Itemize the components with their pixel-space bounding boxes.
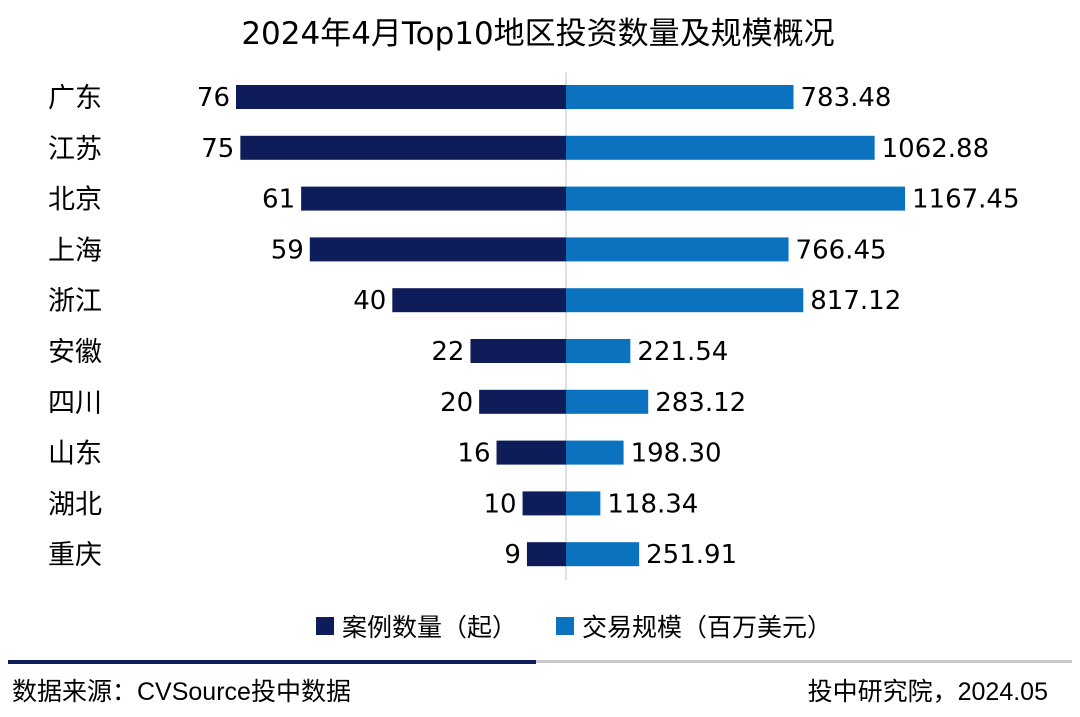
data-label-case-count: 9	[504, 540, 521, 570]
bar-case-count	[470, 339, 566, 363]
bar-case-count	[301, 186, 566, 211]
bar-case-count	[526, 542, 566, 567]
bar-deal-size	[566, 85, 794, 109]
data-label-case-count: 20	[440, 388, 473, 418]
data-label-case-count: 59	[271, 235, 304, 265]
data-label-deal-size: 221.54	[637, 337, 728, 367]
data-label-deal-size: 1167.45	[912, 185, 1020, 215]
data-label-case-count: 10	[483, 489, 516, 519]
bar-case-count	[496, 440, 566, 465]
legend-swatch-count	[316, 617, 334, 635]
category-label: 浙江	[48, 286, 102, 317]
category-label: 重庆	[48, 540, 102, 571]
bar-case-count	[392, 288, 566, 313]
bar-deal-size	[566, 389, 649, 414]
bar-deal-size	[566, 186, 905, 211]
category-label: 广东	[48, 83, 102, 114]
data-label-deal-size: 251.91	[646, 540, 737, 570]
footer-rule-dark	[8, 660, 536, 664]
bar-deal-size	[566, 542, 640, 567]
bar-deal-size	[566, 135, 875, 160]
bar-deal-size	[566, 339, 631, 363]
bar-case-count	[309, 237, 566, 262]
data-label-deal-size: 118.34	[607, 489, 698, 519]
data-label-deal-size: 817.12	[810, 286, 901, 316]
bar-deal-size	[566, 288, 804, 313]
legend-label-amount: 交易规模（百万美元）	[582, 613, 832, 642]
category-label: 山东	[48, 439, 102, 470]
category-label: 上海	[48, 235, 102, 266]
data-label-deal-size: 198.30	[631, 439, 722, 469]
data-label-case-count: 75	[201, 134, 234, 164]
data-label-case-count: 22	[431, 337, 464, 367]
legend-label-count: 案例数量（起）	[342, 613, 517, 642]
data-label-case-count: 76	[197, 83, 230, 113]
legend: 案例数量（起） 交易规模（百万美元）	[316, 613, 832, 642]
data-label-case-count: 40	[353, 286, 386, 316]
category-label: 江苏	[48, 134, 102, 165]
category-label: 湖北	[48, 489, 102, 520]
bar-case-count	[479, 389, 566, 414]
bars: 广东 76 783.48 江苏 75 1062.88 北京 61 1167.45 上海 59 766.…	[48, 83, 1020, 571]
chart: 2024年4月Top10地区投资数量及规模概况 广东 76 783.48 江苏 75 10…	[48, 16, 1020, 642]
bar-case-count	[522, 491, 566, 516]
data-label-deal-size: 283.12	[655, 388, 746, 418]
bar-case-count	[236, 85, 566, 109]
footer-rule-light	[536, 660, 1072, 663]
data-label-case-count: 61	[262, 185, 295, 215]
bar-deal-size	[566, 237, 789, 262]
data-label-case-count: 16	[457, 439, 490, 469]
category-label: 四川	[48, 388, 102, 419]
legend-swatch-amount	[556, 617, 574, 635]
source-note: 数据来源：CVSource投中数据	[12, 678, 351, 706]
data-label-deal-size: 766.45	[796, 235, 887, 265]
bar-case-count	[240, 135, 566, 160]
category-label: 北京	[48, 185, 102, 216]
data-label-deal-size: 1062.88	[882, 134, 990, 164]
data-label-deal-size: 783.48	[801, 83, 892, 113]
chart-title: 2024年4月Top10地区投资数量及规模概况	[241, 16, 834, 52]
category-label: 安徽	[48, 337, 102, 368]
bar-deal-size	[566, 491, 601, 516]
bar-deal-size	[566, 440, 624, 465]
credit-note: 投中研究院，2024.05	[807, 678, 1048, 706]
